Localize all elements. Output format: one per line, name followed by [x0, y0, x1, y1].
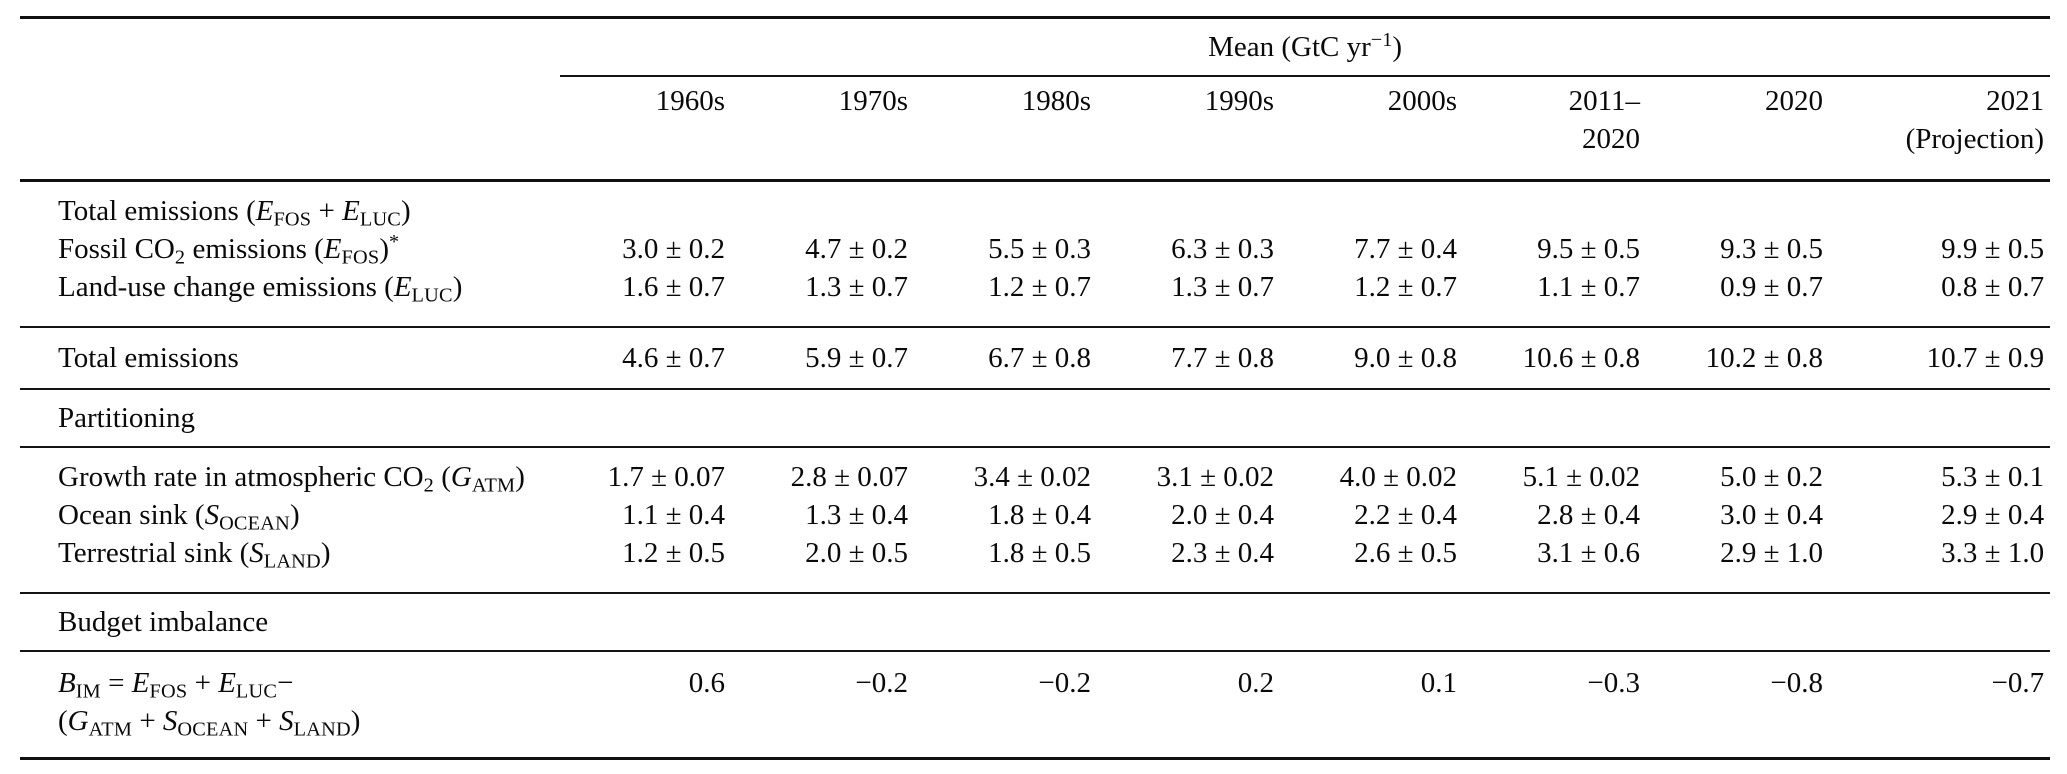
value-cell: 1.3 ± 0.7: [805, 271, 908, 303]
value-cell: [1292, 181, 1475, 231]
empty-header-cell: [20, 76, 560, 182]
value-cell: −0.3: [1475, 650, 1658, 759]
column-header-1970s: 1970s: [743, 76, 926, 182]
value-cell: [1658, 181, 1841, 231]
value-cell: [926, 181, 1109, 231]
value-cell: 3.0 ± 0.4: [1720, 499, 1823, 531]
value-cell: 9.0 ± 0.8: [1292, 326, 1475, 389]
section-label: Partitioning: [20, 388, 2051, 447]
value-cell: 2.3 ± 0.4: [1171, 537, 1274, 569]
column-header-row: 1960s 1970s 1980s 1990s 2000s 2011– 2020 …: [20, 76, 2051, 182]
value-cell: [743, 181, 926, 231]
value-cell: −0.7: [1841, 650, 2051, 759]
value-cell: 0.9 ± 0.7: [1720, 271, 1823, 303]
value-cell: 7.7 ± 0.4: [1354, 233, 1457, 265]
section-header-partitioning: Partitioning: [20, 388, 2051, 447]
value-cell: 1.7 ± 0.07: [560, 446, 743, 496]
row-label: BIM = EFOS + ELUC− (GATM + SOCEAN + SLAND…: [20, 650, 560, 759]
value-cell: 2.8 ± 0.07: [743, 446, 926, 496]
table-row-land-use-change-emissions: Land-use change emissions (ELUC) 1.6 ± 0…: [20, 268, 2050, 327]
mean-unit-header-row: Mean (GtC yr−1): [20, 17, 2051, 77]
value-cell: 3.4 ± 0.02: [926, 446, 1109, 496]
value-cell: 1.3 ± 0.4: [805, 499, 908, 531]
value-cell: 1.8 ± 0.5: [988, 537, 1091, 569]
column-header-2000s: 2000s: [1292, 76, 1475, 182]
value-cell: 4.7 ± 0.2: [805, 233, 908, 265]
value-cell: 0.8 ± 0.7: [1941, 271, 2045, 303]
value-cell: 3.0 ± 0.2: [622, 233, 725, 265]
value-cell: −0.2: [926, 650, 1109, 759]
column-header-1990s: 1990s: [1109, 76, 1292, 182]
table-row-growth-rate-atmospheric-co2: Growth rate in atmospheric CO2 (GATM) 1.…: [20, 446, 2051, 496]
table-row-terrestrial-sink: Terrestrial sink (SLAND) 1.2 ± 0.5 2.0 ±…: [20, 534, 2050, 593]
value-cell: 10.6 ± 0.8: [1475, 326, 1658, 389]
row-label: Ocean sink (SOCEAN): [58, 499, 300, 535]
value-cell: [1475, 181, 1658, 231]
row-label: Total emissions: [20, 326, 560, 389]
value-cell: 10.2 ± 0.8: [1658, 326, 1841, 389]
table-row-total-emissions: Total emissions 4.6 ± 0.7 5.9 ± 0.7 6.7 …: [20, 326, 2051, 389]
empty-corner-cell: [20, 18, 560, 77]
value-cell: 1.3 ± 0.7: [1171, 271, 1274, 303]
value-cell: 1.1 ± 0.7: [1537, 271, 1640, 303]
value-cell: 2.0 ± 0.5: [805, 537, 908, 569]
table-row-fossil-co2-emissions: Fossil CO2 emissions (EFOS)* 3.0 ± 0.2 4…: [20, 230, 2050, 268]
value-cell: 6.3 ± 0.3: [1171, 233, 1274, 265]
value-cell: 6.7 ± 0.8: [926, 326, 1109, 389]
value-cell: 1.1 ± 0.4: [622, 499, 725, 531]
value-cell: 0.1: [1292, 650, 1475, 759]
column-header-1980s: 1980s: [926, 76, 1109, 182]
value-cell: 2.9 ± 0.4: [1941, 499, 2045, 531]
column-header-1960s: 1960s: [560, 76, 743, 182]
column-header-2020: 2020: [1658, 76, 1841, 182]
value-cell: 2.2 ± 0.4: [1354, 499, 1457, 531]
carbon-budget-table: Mean (GtC yr−1) 1960s 1970s 1980s 1990s …: [20, 16, 2051, 760]
value-cell: 7.7 ± 0.8: [1109, 326, 1292, 389]
column-header-2011-2020: 2011– 2020: [1475, 76, 1658, 182]
value-cell: 4.6 ± 0.7: [560, 326, 743, 389]
value-cell: −0.8: [1658, 650, 1841, 759]
value-cell: 2.0 ± 0.4: [1171, 499, 1274, 531]
row-label: Land-use change emissions (ELUC): [58, 271, 463, 307]
value-cell: 1.8 ± 0.4: [988, 499, 1091, 531]
value-cell: 5.1 ± 0.02: [1475, 446, 1658, 496]
value-cell: 2.8 ± 0.4: [1537, 499, 1640, 531]
row-label: Total emissions (EFOS + ELUC): [58, 195, 411, 231]
value-cell: 4.0 ± 0.02: [1292, 446, 1475, 496]
value-cell: 2.9 ± 1.0: [1720, 537, 1823, 569]
value-cell: 9.9 ± 0.5: [1941, 233, 2045, 265]
value-cell: 5.9 ± 0.7: [743, 326, 926, 389]
row-label: Growth rate in atmospheric CO2 (GATM): [20, 446, 560, 496]
value-cell: [560, 181, 743, 231]
value-cell: 1.2 ± 0.7: [1354, 271, 1457, 303]
table-row-budget-imbalance-equation: BIM = EFOS + ELUC− (GATM + SOCEAN + SLAND…: [20, 650, 2051, 759]
value-cell: 10.7 ± 0.9: [1841, 326, 2051, 389]
value-cell: 3.1 ± 0.6: [1537, 537, 1640, 569]
column-header-2021-projection: 2021 (Projection): [1841, 76, 2051, 182]
table-row-total-emissions-formula: Total emissions (EFOS + ELUC): [20, 181, 2050, 231]
value-cell: 1.2 ± 0.5: [622, 537, 725, 569]
value-cell: 5.5 ± 0.3: [988, 233, 1091, 265]
value-cell: 0.2: [1109, 650, 1292, 759]
value-cell: [1841, 181, 2050, 231]
value-cell: [1109, 181, 1292, 231]
mean-unit-header: Mean (GtC yr−1): [560, 17, 2051, 77]
value-cell: 5.0 ± 0.2: [1658, 446, 1841, 496]
value-cell: 9.5 ± 0.5: [1537, 233, 1640, 265]
value-cell: 3.3 ± 1.0: [1941, 537, 2045, 569]
value-cell: 1.2 ± 0.7: [988, 271, 1091, 303]
row-label: Fossil CO2 emissions (EFOS)*: [58, 230, 400, 269]
value-cell: 9.3 ± 0.5: [1720, 233, 1823, 265]
table-row-ocean-sink: Ocean sink (SOCEAN) 1.1 ± 0.4 1.3 ± 0.4 …: [20, 496, 2050, 534]
value-cell: 5.3 ± 0.1: [1841, 446, 2051, 496]
value-cell: 1.6 ± 0.7: [622, 271, 725, 303]
value-cell: 0.6: [560, 650, 743, 759]
section-label: Budget imbalance: [20, 592, 2051, 651]
value-cell: 2.6 ± 0.5: [1354, 537, 1457, 569]
value-cell: 3.1 ± 0.02: [1109, 446, 1292, 496]
value-cell: −0.2: [743, 650, 926, 759]
section-header-budget-imbalance: Budget imbalance: [20, 592, 2051, 651]
row-label: Terrestrial sink (SLAND): [58, 537, 331, 573]
